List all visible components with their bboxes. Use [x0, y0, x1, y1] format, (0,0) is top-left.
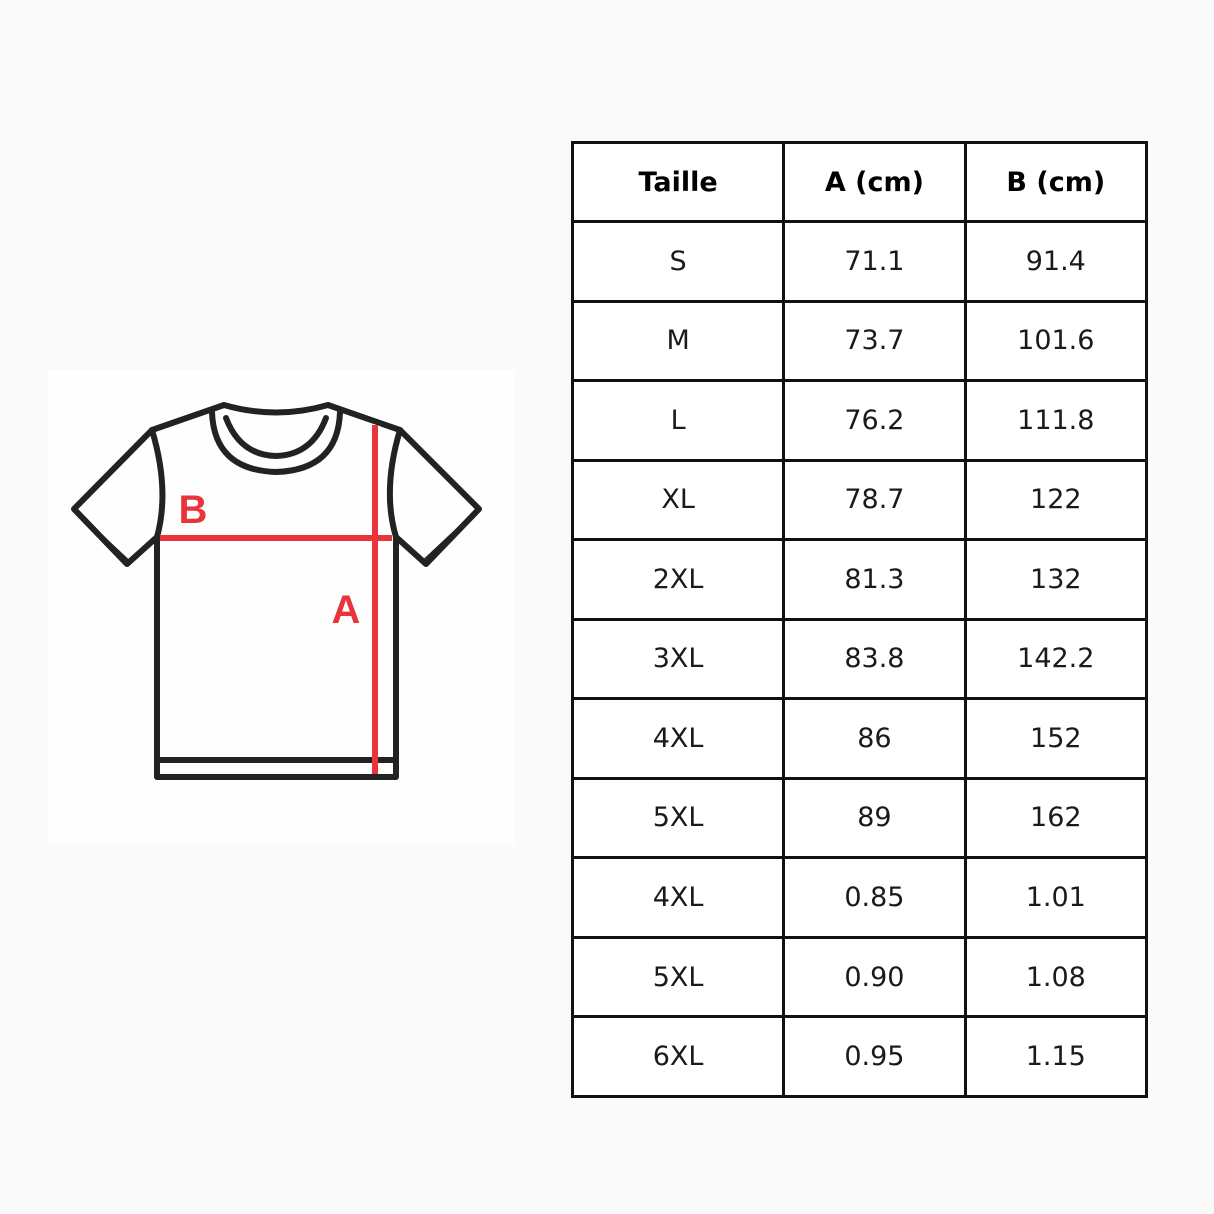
cell-b: 91.4: [963, 220, 1149, 303]
label-b: B: [179, 488, 208, 532]
table-row: 5XL 89 162: [570, 776, 1149, 860]
cell-a: 71.1: [782, 220, 967, 303]
table-row: 3XL 83.8 142.2: [570, 617, 1149, 701]
cell-b: 122: [963, 458, 1149, 542]
table-row: 2XL 81.3 132: [570, 538, 1149, 621]
table-row: 6XL 0.95 1.15: [570, 1015, 1149, 1098]
header-b: B (cm): [963, 141, 1149, 223]
cell-b: 1.01: [963, 856, 1149, 939]
cell-a: 0.85: [782, 856, 967, 939]
cell-b: 142.2: [963, 617, 1149, 701]
cell-size: 3XL: [570, 617, 786, 701]
table-row: L 76.2 111.8: [570, 379, 1149, 462]
cell-size: L: [570, 379, 786, 462]
cell-a: 76.2: [782, 379, 967, 462]
tshirt-outline: [71, 402, 482, 780]
measure-lines: [160, 425, 392, 774]
cell-b: 162: [963, 776, 1149, 860]
cell-size: S: [570, 220, 786, 303]
cell-b: 1.15: [963, 1015, 1149, 1098]
table-row: 5XL 0.90 1.08: [570, 935, 1149, 1019]
table-row: 4XL 86 152: [570, 697, 1149, 780]
table-header-row: Taille A (cm) B (cm): [570, 141, 1149, 223]
size-chart-table: Taille A (cm) B (cm) S 71.1 91.4 M 73.7 101.6…: [570, 141, 1149, 1098]
cell-a: 73.7: [782, 299, 967, 383]
cell-size: 5XL: [570, 935, 786, 1019]
cell-a: 81.3: [782, 538, 967, 621]
cell-size: 5XL: [570, 776, 786, 860]
cell-size: 4XL: [570, 697, 786, 780]
cell-a: 0.95: [782, 1015, 967, 1098]
table-row: S 71.1 91.4: [570, 220, 1149, 303]
cell-a: 89: [782, 776, 967, 860]
cell-a: 0.90: [782, 935, 967, 1019]
cell-b: 132: [963, 538, 1149, 621]
cell-b: 101.6: [963, 299, 1149, 383]
cell-b: 152: [963, 697, 1149, 780]
table-row: M 73.7 101.6: [570, 299, 1149, 383]
cell-size: M: [570, 299, 786, 383]
cell-a: 86: [782, 697, 967, 780]
header-a: A (cm): [782, 141, 967, 223]
header-size: Taille: [570, 141, 786, 223]
cell-b: 111.8: [963, 379, 1149, 462]
cell-a: 78.7: [782, 458, 967, 542]
label-a: A: [332, 588, 361, 632]
cell-a: 83.8: [782, 617, 967, 701]
cell-b: 1.08: [963, 935, 1149, 1019]
cell-size: 2XL: [570, 538, 786, 621]
table-row: XL 78.7 122: [570, 458, 1149, 542]
cell-size: XL: [570, 458, 786, 542]
cell-size: 6XL: [570, 1015, 786, 1098]
cell-size: 4XL: [570, 856, 786, 939]
tshirt-diagram: [48, 370, 515, 845]
table-row: 4XL 0.85 1.01: [570, 856, 1149, 939]
